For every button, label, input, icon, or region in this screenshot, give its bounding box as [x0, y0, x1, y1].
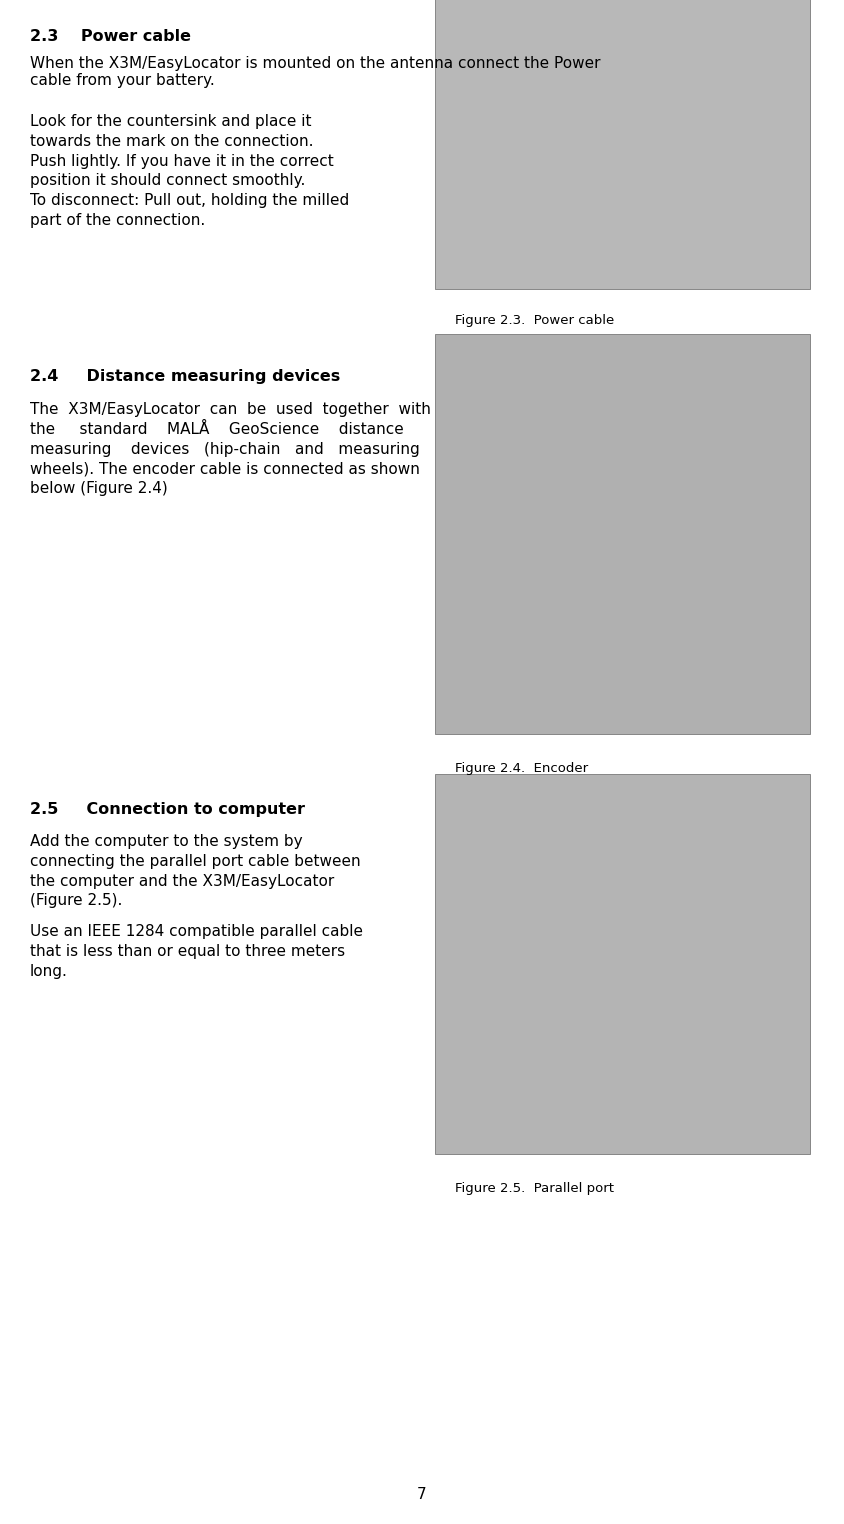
Text: 2.4     Distance measuring devices: 2.4 Distance measuring devices — [30, 369, 340, 384]
Text: Figure 2.4.  Encoder: Figure 2.4. Encoder — [455, 762, 588, 776]
Text: 7: 7 — [417, 1487, 427, 1503]
Text: 2.5     Connection to computer: 2.5 Connection to computer — [30, 802, 305, 817]
Text: Add the computer to the system by
connecting the parallel port cable between
the: Add the computer to the system by connec… — [30, 834, 360, 908]
Text: When the X3M/EasyLocator is mounted on the antenna connect the Power
cable from : When the X3M/EasyLocator is mounted on t… — [30, 56, 600, 88]
FancyBboxPatch shape — [435, 334, 810, 735]
Text: Look for the countersink and place it
towards the mark on the connection.
Push l: Look for the countersink and place it to… — [30, 114, 349, 229]
Text: Figure 2.5.  Parallel port: Figure 2.5. Parallel port — [455, 1183, 614, 1195]
Text: Use an IEEE 1284 compatible parallel cable
that is less than or equal to three m: Use an IEEE 1284 compatible parallel cab… — [30, 924, 363, 978]
Text: Figure 2.3.  Power cable: Figure 2.3. Power cable — [455, 314, 614, 328]
FancyBboxPatch shape — [435, 0, 810, 290]
Text: 2.3    Power cable: 2.3 Power cable — [30, 29, 191, 44]
Text: The  X3M/EasyLocator  can  be  used  together  with
the     standard    MALÅ    : The X3M/EasyLocator can be used together… — [30, 402, 431, 497]
FancyBboxPatch shape — [435, 774, 810, 1154]
